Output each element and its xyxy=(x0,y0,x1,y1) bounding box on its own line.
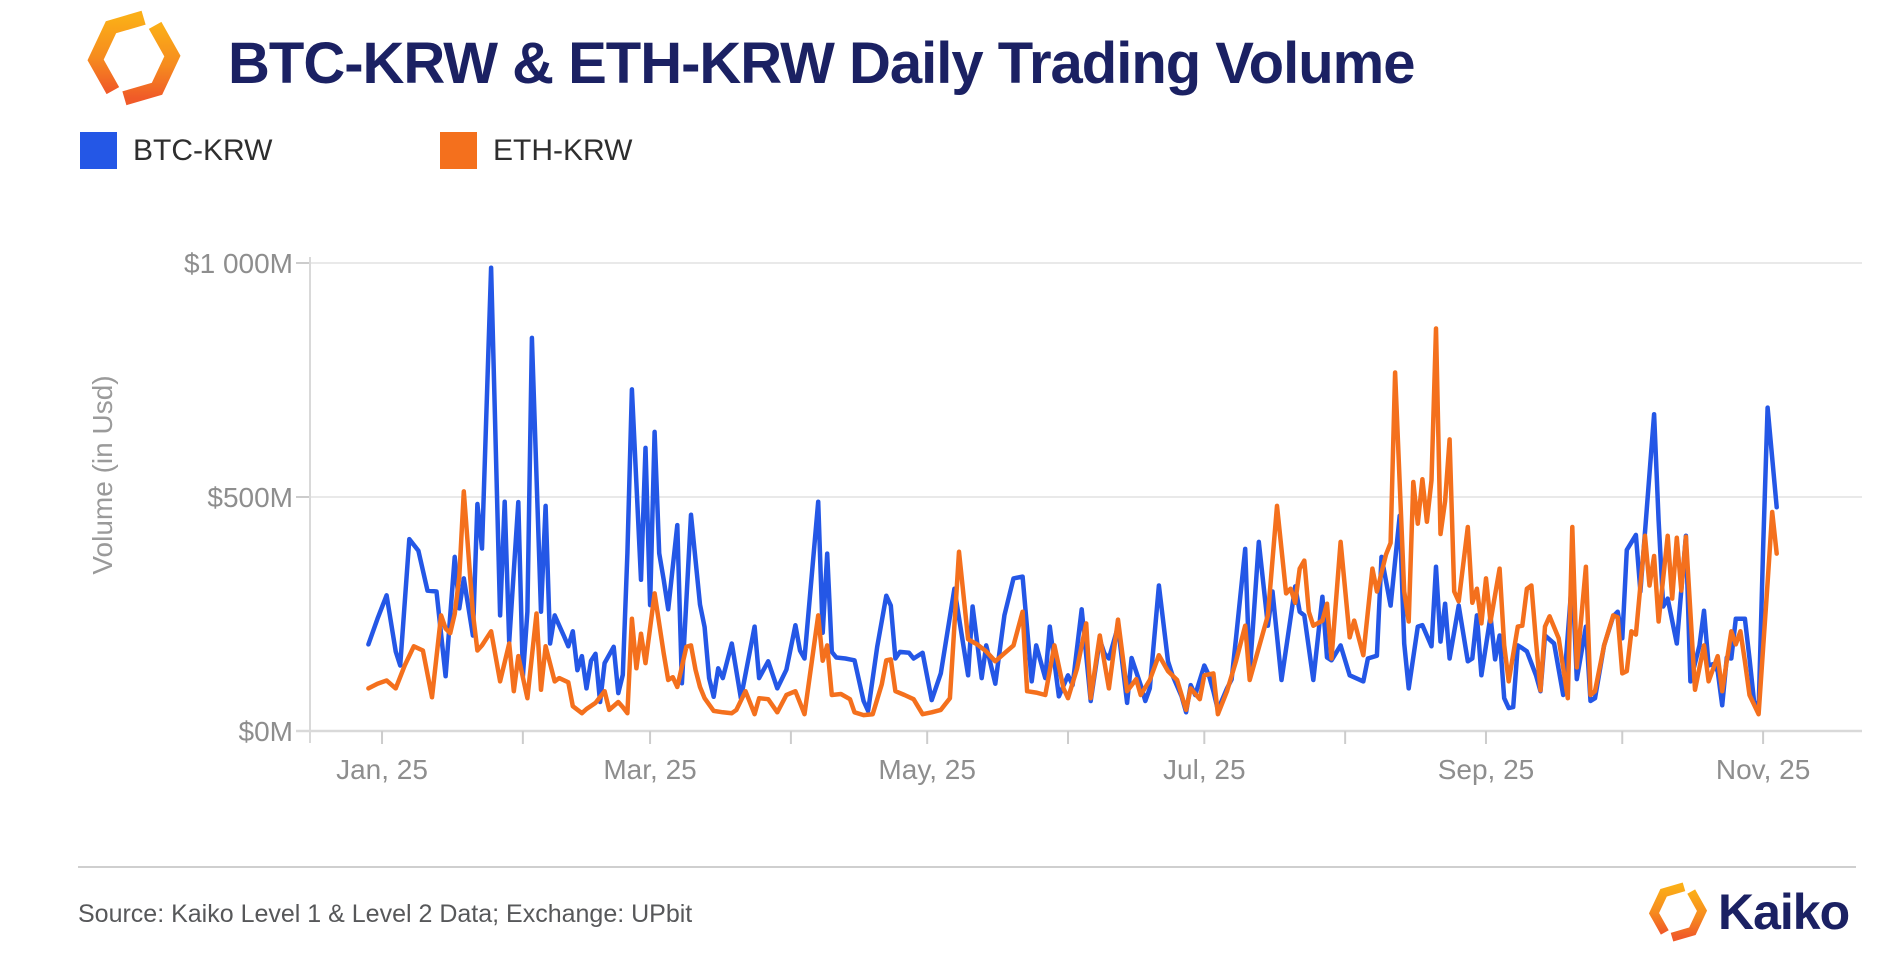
x-axis-label: Nov, 25 xyxy=(1716,754,1810,785)
footer-divider xyxy=(78,866,1856,868)
y-axis-title: Volume (in Usd) xyxy=(87,375,118,574)
x-axis-label: Sep, 25 xyxy=(1438,754,1535,785)
btc-krw-swatch xyxy=(80,132,117,169)
series-line-btc-krw xyxy=(366,265,1779,715)
y-axis-label: $0M xyxy=(239,716,293,747)
kaiko-brand: Kaiko xyxy=(1648,882,1850,942)
kaiko-logo-icon xyxy=(1648,882,1708,942)
x-axis-label: Jul, 25 xyxy=(1163,754,1246,785)
source-attribution: Source: Kaiko Level 1 & Level 2 Data; Ex… xyxy=(78,900,693,928)
x-axis-label: Mar, 25 xyxy=(603,754,696,785)
legend-label: ETH-KRW xyxy=(493,133,633,167)
y-axis-label: $1 000M xyxy=(184,248,293,279)
kaiko-logo-icon xyxy=(86,10,182,106)
y-axis-label: $500M xyxy=(207,482,293,513)
legend-label: BTC-KRW xyxy=(133,133,273,167)
legend-item-eth-krw[interactable]: ETH-KRW xyxy=(440,132,632,169)
page-title: BTC-KRW & ETH-KRW Daily Trading Volume xyxy=(228,31,1415,96)
legend: BTC-KRW ETH-KRW xyxy=(0,132,1884,172)
brand-name: Kaiko xyxy=(1718,884,1850,940)
x-axis-label: May, 25 xyxy=(878,754,976,785)
series-line-eth-krw xyxy=(366,326,1779,718)
legend-item-btc-krw[interactable]: BTC-KRW xyxy=(80,132,272,169)
eth-krw-swatch xyxy=(440,132,477,169)
x-axis-label: Jan, 25 xyxy=(336,754,428,785)
